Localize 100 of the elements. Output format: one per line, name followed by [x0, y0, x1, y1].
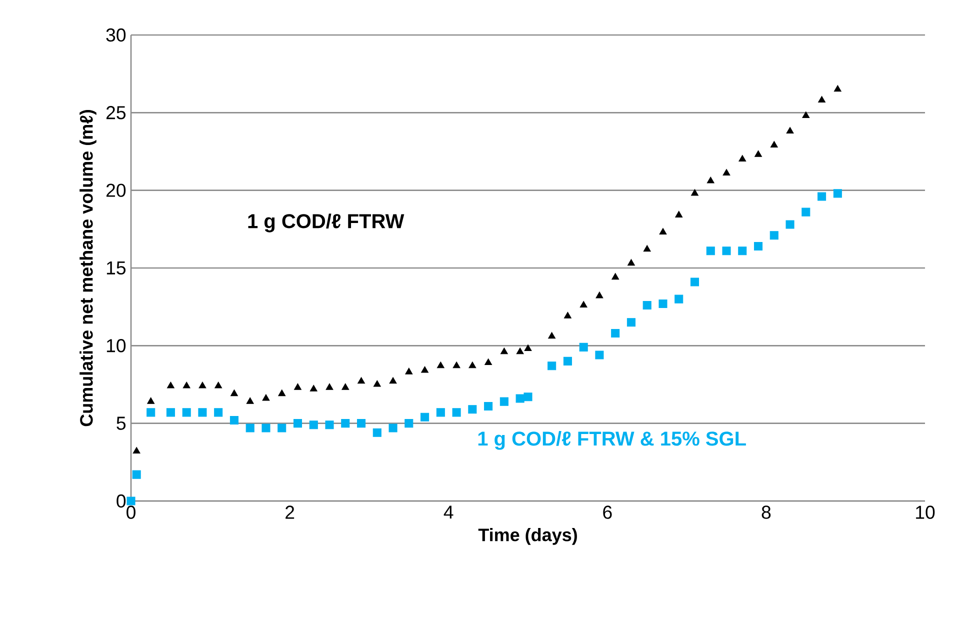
point — [754, 242, 763, 251]
point — [294, 383, 302, 390]
point — [484, 358, 492, 366]
point — [198, 382, 206, 388]
point — [524, 392, 532, 402]
point — [563, 356, 572, 366]
point — [452, 362, 460, 368]
point — [278, 424, 286, 432]
point — [325, 420, 334, 430]
point — [246, 424, 254, 432]
point — [198, 408, 207, 417]
point — [421, 366, 429, 373]
point — [802, 208, 810, 216]
point — [659, 228, 667, 235]
point — [341, 419, 350, 428]
point — [626, 318, 636, 327]
point — [524, 344, 532, 352]
point — [580, 300, 588, 308]
point — [500, 348, 508, 354]
y-tick-label: 10 — [106, 339, 126, 352]
point — [147, 397, 155, 404]
point — [262, 394, 270, 401]
point — [516, 394, 524, 403]
point — [564, 312, 572, 318]
point — [230, 416, 238, 424]
point — [786, 220, 794, 229]
point — [293, 419, 302, 428]
x-tick-label: 10 — [916, 506, 935, 519]
point — [706, 176, 714, 184]
point — [214, 382, 222, 388]
x-tick-label: 8 — [762, 506, 771, 519]
text: 1 g COD/ℓ FTRW — [248, 214, 404, 232]
point — [468, 405, 477, 414]
point — [770, 141, 778, 148]
point — [246, 397, 254, 404]
x-tick-label: 2 — [286, 506, 294, 519]
point — [595, 350, 604, 360]
point — [627, 259, 635, 266]
point — [452, 408, 461, 417]
point — [690, 278, 700, 286]
series-label: 1 g COD/ℓ FTRW & 15% SGL — [478, 431, 746, 450]
point — [132, 447, 140, 454]
point — [658, 299, 668, 308]
point — [579, 342, 588, 352]
point — [373, 380, 381, 387]
point — [182, 382, 190, 388]
point — [611, 328, 620, 338]
point — [833, 189, 842, 198]
point — [548, 332, 556, 339]
point — [802, 111, 810, 118]
point — [405, 368, 413, 374]
point — [738, 154, 746, 162]
point — [770, 231, 778, 240]
y-axis-title: Cumulative net methane volume (mℓ) — [80, 110, 96, 426]
point — [642, 300, 652, 310]
point — [372, 428, 382, 437]
point — [230, 390, 238, 396]
point — [596, 292, 604, 298]
point — [358, 377, 365, 384]
point — [356, 419, 366, 428]
point — [484, 402, 493, 411]
point — [166, 408, 175, 417]
point — [326, 383, 334, 390]
point — [166, 382, 174, 388]
point — [738, 246, 747, 256]
point — [309, 420, 318, 430]
point — [278, 390, 286, 396]
y-tick-label: 5 — [116, 416, 126, 430]
point — [706, 246, 715, 256]
point — [388, 424, 398, 432]
point — [436, 362, 444, 368]
point — [310, 384, 318, 392]
point — [722, 168, 730, 176]
point — [643, 245, 651, 252]
point — [818, 192, 826, 201]
x-tick-label: 0 — [126, 506, 136, 519]
y-tick-label: 30 — [106, 28, 126, 42]
x-tick-label: 6 — [603, 506, 612, 519]
point — [420, 412, 430, 422]
point — [754, 150, 762, 157]
point — [516, 348, 524, 354]
y-tick-label: 20 — [106, 184, 126, 197]
y-tick-label: 0 — [116, 494, 126, 508]
point — [691, 189, 698, 196]
point — [389, 377, 397, 384]
point — [834, 85, 842, 92]
point — [722, 246, 731, 256]
point — [214, 408, 223, 417]
y-tick-label: 25 — [106, 106, 126, 120]
point — [404, 419, 414, 428]
y-tick-label: 15 — [106, 261, 126, 275]
point — [262, 424, 270, 432]
point — [674, 294, 684, 304]
point — [675, 210, 683, 218]
point — [548, 362, 556, 370]
point — [612, 273, 620, 280]
point — [786, 127, 794, 134]
point — [468, 362, 476, 368]
x-tick-label: 4 — [444, 506, 454, 519]
point — [818, 96, 826, 102]
